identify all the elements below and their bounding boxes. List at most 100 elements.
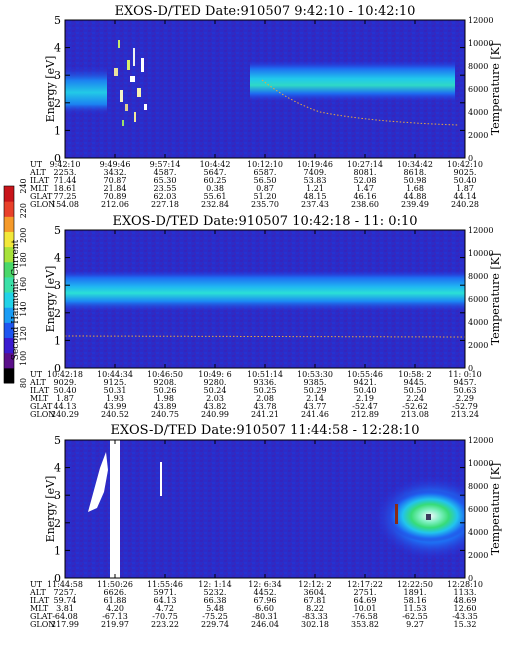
orbit-row-value: 240.99 (201, 410, 229, 419)
orbit-row-value: 213.08 (401, 410, 429, 419)
orbit-row-label: ALT (29, 588, 46, 597)
panel-3-title: EXOS-D/TED Date:910507 11:44:58 - 12:28:… (110, 423, 419, 438)
orbit-row-value: 10:44:34 (97, 370, 133, 379)
panel-1-band (250, 60, 455, 102)
panel-2-axes: 0 1 2 3 4 5 0 2000 4000 6000 8000 10000 12000 (54, 224, 493, 375)
orbit-row-value: 43.78 (254, 402, 277, 411)
colorbar-label: Second Harmonic Current (11, 239, 21, 360)
orbit-row-value: 227.18 (151, 200, 179, 209)
orbit-row-value: 0.38 (206, 184, 224, 193)
orbit-row-value: 353.82 (351, 620, 379, 629)
orbit-row-value: 65.30 (154, 176, 177, 185)
orbit-row-label: GLAT (30, 192, 53, 201)
orbit-row-value: 246.04 (251, 620, 279, 629)
y-tick-label: 0 (54, 152, 61, 165)
orbit-row-label: ALT (29, 378, 46, 387)
colorbar-tick-label: 240 (19, 178, 28, 193)
y-tick-label: 1 (54, 544, 61, 557)
y-tick-label: 0 (54, 572, 61, 585)
panel-3-saturation-patch (88, 452, 108, 512)
orbit-row-value: 2.08 (256, 394, 274, 403)
y2-tick-label: 4000 (468, 318, 488, 327)
orbit-row-value: 55.61 (204, 192, 227, 201)
orbit-row-value: 50.25 (254, 386, 277, 395)
orbit-row-value: -70.75 (152, 612, 178, 621)
orbit-row-value: 9280. (204, 378, 227, 387)
panel-2-y2label: Temperature [K] (489, 253, 502, 345)
orbit-row-value: 7257. (54, 588, 77, 597)
orbit-row-label: MLT (30, 184, 49, 193)
orbit-row-value: 2751. (354, 588, 377, 597)
orbit-row-label: GLON (30, 620, 55, 629)
orbit-row-value: 44.14 (454, 192, 477, 201)
colorbar-swatch (4, 352, 14, 369)
orbit-row-value: 212.06 (101, 200, 129, 209)
orbit-row-value: 1.21 (306, 184, 324, 193)
orbit-row-value: 229.74 (201, 620, 229, 629)
orbit-row-value: 1.68 (406, 184, 424, 193)
orbit-row-value: 9:57:14 (150, 160, 181, 169)
orbit-row-value: 12:17:22 (347, 580, 383, 589)
panel-3: EXOS-D/TED Date:910507 11:44:58 - 12:28:… (29, 423, 502, 629)
colorbar-tick-label: 140 (19, 301, 28, 316)
y2-tick-label: 12000 (468, 16, 493, 25)
orbit-row-value: 59.74 (54, 596, 77, 605)
orbit-row-value: 3604. (304, 588, 327, 597)
panel-1-temperature-trace (261, 79, 459, 126)
orbit-row-value: 77.25 (54, 192, 77, 201)
orbit-row-value: 44.88 (404, 192, 427, 201)
colorbar-swatch (4, 307, 14, 323)
orbit-row-value: 64.13 (154, 596, 177, 605)
orbit-row-value: 240.75 (151, 410, 179, 419)
orbit-row-value: 4452. (254, 588, 277, 597)
orbit-row-value: 10:19:46 (297, 160, 333, 169)
orbit-row-value: 48.69 (454, 596, 477, 605)
orbit-row-value: 43.89 (154, 402, 177, 411)
y-tick-label: 5 (54, 14, 61, 27)
y2-tick-label: 4000 (468, 528, 488, 537)
colorbar-swatch (4, 292, 14, 308)
y2-tick-label: 8000 (468, 482, 488, 491)
orbit-row-value: 9125. (104, 378, 127, 387)
panel-2-orbit-table: UT 10:42:18 10:44:34 10:46:50 10:49: 6 10:51:… (29, 370, 482, 419)
y2-tick-label: 4000 (468, 108, 488, 117)
panel-3-flux-mark (426, 514, 431, 520)
panel-3-ylabel: Energy [eV] (44, 476, 57, 543)
colorbar-tick-label: 180 (19, 252, 28, 267)
orbit-row-value: 235.70 (251, 200, 279, 209)
orbit-row-value: 53.83 (304, 176, 327, 185)
y-tick-label: 4 (54, 42, 61, 55)
orbit-row-value: 212.89 (351, 410, 379, 419)
orbit-row-label: UT (30, 370, 43, 379)
orbit-row-value: 2.19 (356, 394, 374, 403)
y-tick-label: 3 (54, 69, 61, 82)
orbit-row-value: 10:42:10 (447, 160, 483, 169)
orbit-row-value: 61.88 (104, 596, 127, 605)
orbit-row-value: 4.72 (156, 604, 174, 613)
orbit-row-value: 0.87 (256, 184, 274, 193)
orbit-row-value: 43.77 (304, 402, 327, 411)
orbit-row-value: 3432. (104, 168, 127, 177)
orbit-row-value: 6626. (104, 588, 127, 597)
orbit-row-label: GLON (30, 410, 55, 419)
orbit-row-label: ILAT (30, 596, 50, 605)
y2-tick-label: 2000 (468, 551, 488, 560)
y-tick-label: 4 (54, 252, 61, 265)
orbit-row-value: 9385. (304, 378, 327, 387)
orbit-row-value: 50.50 (404, 386, 427, 395)
orbit-row-label: ILAT (30, 176, 50, 185)
panel-1-axes: 0 1 2 3 4 5 0 2000 4000 6000 8000 10000 12000 (54, 14, 493, 165)
colorbar-swatch (4, 261, 14, 278)
orbit-row-value: 70.87 (104, 176, 127, 185)
orbit-row-value: 219.97 (101, 620, 129, 629)
orbit-row-value: 11: 0:10 (448, 370, 481, 379)
orbit-row-value: 50.98 (404, 176, 427, 185)
colorbar-frame (3, 185, 15, 384)
orbit-row-value: 10:55:46 (347, 370, 383, 379)
orbit-row-label: UT (30, 580, 43, 589)
orbit-row-label: UT (30, 160, 43, 169)
orbit-row-value: 70.89 (104, 192, 127, 201)
orbit-row-value: 217.99 (51, 620, 79, 629)
orbit-row-label: GLAT (30, 612, 53, 621)
